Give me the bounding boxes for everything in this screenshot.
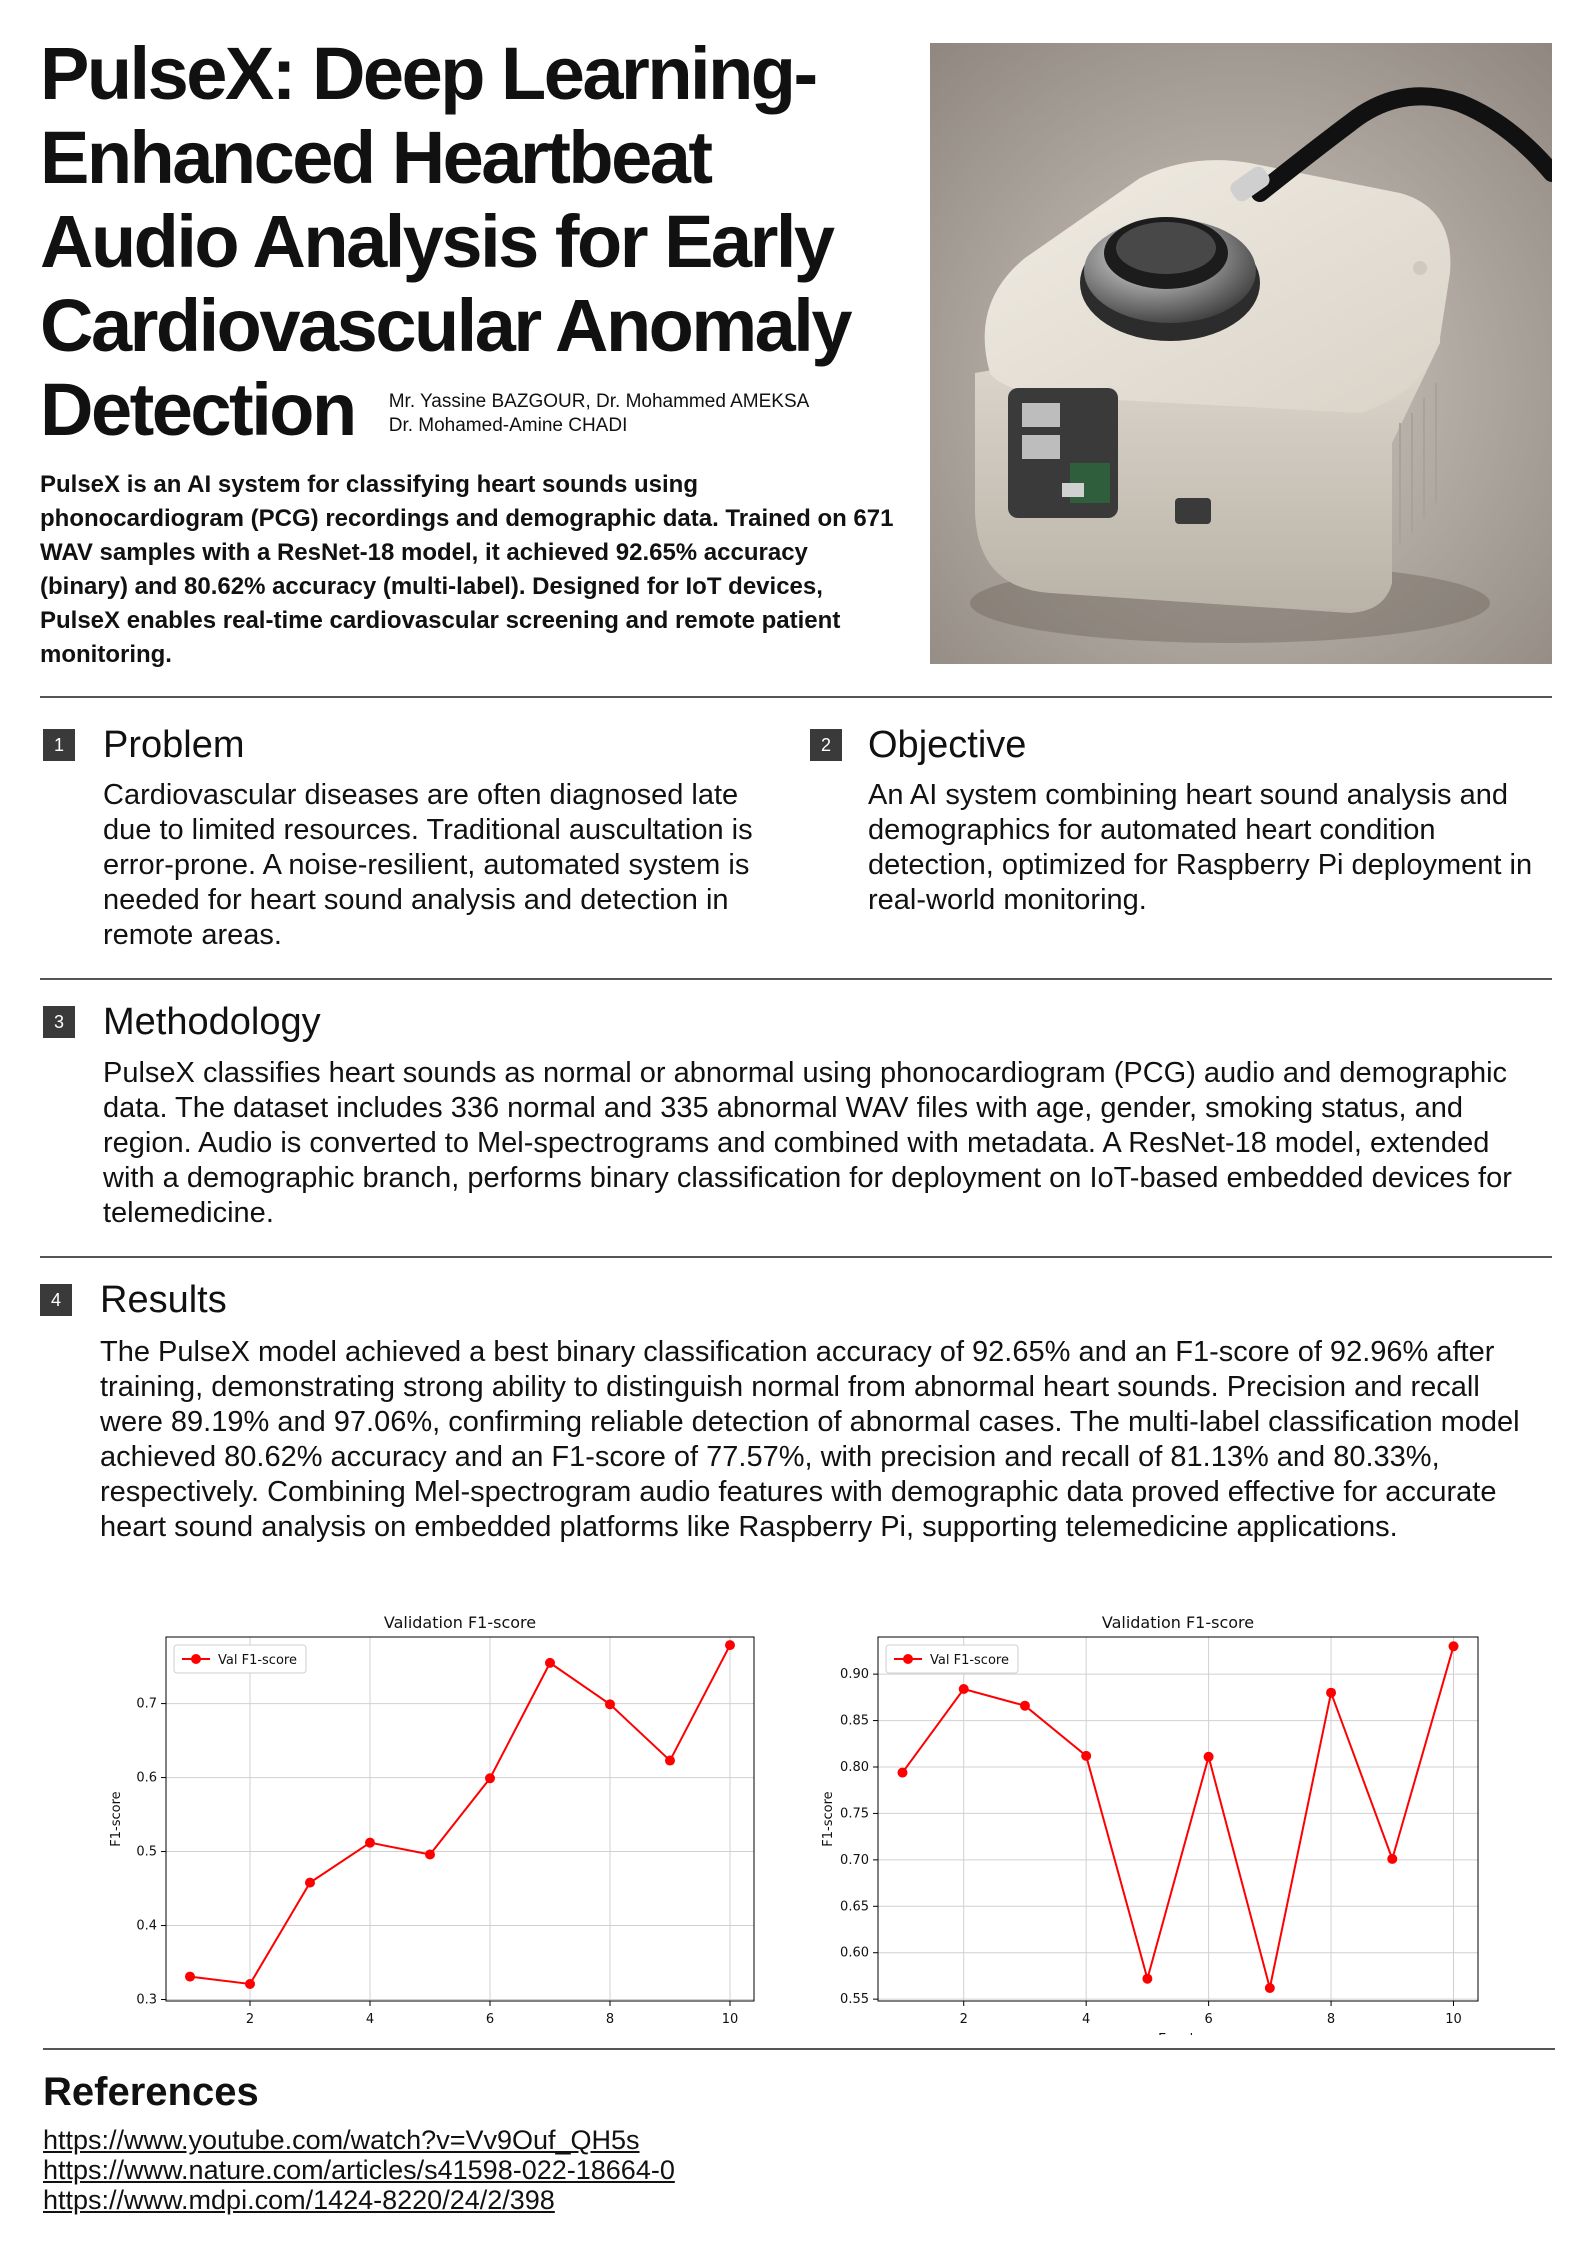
y-tick-label: 0.5: [136, 1845, 157, 1860]
y-tick-label: 0.7: [136, 1697, 157, 1712]
y-tick-label: 0.4: [136, 1919, 157, 1934]
legend-box: [885, 1644, 1019, 1674]
y-tick-label: 0.55: [840, 1992, 869, 2007]
y-tick-label: 0.70: [840, 1853, 869, 1868]
x-tick-label: 10: [1445, 2012, 1462, 2027]
authors: Mr. Yassine BAZGOUR, Dr. Mohammed AMEKSA…: [389, 390, 810, 438]
section-title-methodology: Methodology: [103, 1001, 321, 1043]
section-title-objective: Objective: [868, 724, 1027, 766]
y-tick-label: 0.60: [840, 1946, 869, 1961]
series-line: [189, 1644, 731, 1986]
reference-link-3[interactable]: https://www.mdpi.com/1424-8220/24/2/398: [43, 2185, 555, 2215]
authors-line-1: Mr. Yassine BAZGOUR, Dr. Mohammed AMEKSA: [388, 391, 810, 412]
divider-top: [40, 696, 1552, 698]
y-axis-label: F1-score: [109, 1791, 124, 1846]
chart-background: [100, 1605, 770, 2035]
data-point: [1142, 1973, 1153, 1984]
divider-after-objective: [40, 978, 1552, 980]
y-tick-label: 0.6: [136, 1771, 157, 1786]
data-point: [245, 1978, 255, 1989]
data-point: [1203, 1751, 1214, 1762]
data-point: [485, 1773, 495, 1784]
legend-marker: [191, 1654, 201, 1664]
data-point: [1387, 1853, 1398, 1864]
reference-link-2[interactable]: https://www.nature.com/articles/s41598-0…: [43, 2155, 675, 2185]
abstract: PulseX is an AI system for classifying h…: [40, 471, 894, 668]
data-point: [545, 1657, 555, 1668]
references-title: References: [43, 2070, 259, 2114]
poster-title: PulseX: Deep Learning-Enhanced Heartbeat…: [40, 32, 920, 452]
section-body-objective: An AI system combining heart sound analy…: [868, 779, 1533, 916]
data-point: [185, 1971, 195, 1982]
data-point: [305, 1877, 315, 1888]
data-point: [1081, 1750, 1092, 1761]
y-tick-label: 0.75: [840, 1806, 869, 1821]
reference-link-1[interactable]: https://www.youtube.com/watch?v=Vv9Ouf_Q…: [43, 2125, 640, 2155]
data-point: [1019, 1700, 1030, 1711]
chart-title: Validation F1-score: [1102, 1613, 1254, 1632]
section-number-results: 4: [40, 1284, 72, 1316]
data-point: [1448, 1641, 1459, 1652]
x-tick-label: 4: [366, 2012, 374, 2027]
data-point: [1264, 1983, 1275, 1993]
divider-before-references: [43, 2048, 1555, 2050]
chart-validation-f1-binary: Validation F1-score 2 4 6 8 10 0.3 0.4 0.5 0.6 0.7…: [100, 1605, 770, 2035]
section-number-problem: 1: [43, 729, 75, 761]
data-point: [725, 1640, 735, 1651]
data-point: [958, 1684, 969, 1694]
section-title-problem: Problem: [103, 724, 245, 766]
y-tick-label: 0.85: [840, 1714, 869, 1729]
x-tick-label: 2: [246, 2012, 254, 2027]
divider-after-methodology: [40, 1256, 1552, 1258]
section-title-results: Results: [100, 1279, 227, 1321]
chart-background: [810, 1605, 1490, 2035]
legend-box: [173, 1644, 307, 1674]
data-point: [605, 1699, 615, 1710]
data-point: [365, 1837, 375, 1848]
y-tick-label: 0.80: [840, 1760, 869, 1775]
section-body-results: The PulseX model achieved a best binary …: [100, 1336, 1520, 1543]
y-tick-label: 0.90: [840, 1667, 869, 1682]
series-line: [901, 1646, 1455, 1989]
y-tick-label: 0.65: [840, 1899, 869, 1914]
x-tick-label: 2: [960, 2012, 968, 2027]
legend-label: Val F1-score: [218, 1653, 297, 1668]
section-body-methodology: PulseX classifies heart sounds as normal…: [103, 1057, 1512, 1229]
device-photo: [930, 43, 1552, 664]
x-axis-label: Epoch: [1158, 2032, 1198, 2035]
data-point: [897, 1767, 908, 1778]
x-tick-label: 4: [1082, 2012, 1090, 2027]
title-text: PulseX: Deep Learning-Enhanced Heartbeat…: [40, 32, 853, 451]
plot-frame: [165, 1636, 755, 2002]
legend-label: Val F1-score: [930, 1653, 1009, 1668]
section-number-methodology: 3: [43, 1006, 75, 1038]
chart-title: Validation F1-score: [384, 1613, 536, 1632]
data-point: [1326, 1687, 1337, 1698]
chart-validation-f1-multilabel: Validation F1-score 2 4 6 8 10 0.55 0.60 0.65 0.7…: [810, 1605, 1490, 2035]
data-point: [425, 1849, 435, 1860]
x-tick-label: 8: [606, 2012, 614, 2027]
data-point: [665, 1755, 675, 1766]
x-tick-label: 8: [1327, 2012, 1335, 2027]
y-tick-label: 0.3: [136, 1993, 157, 2008]
section-number-objective: 2: [810, 729, 842, 761]
plot-frame: [877, 1636, 1479, 2002]
legend-marker: [903, 1654, 913, 1664]
section-body-problem: Cardiovascular diseases are often diagno…: [103, 779, 753, 951]
authors-line-2: Dr. Mohamed-Amine CHADI: [388, 415, 628, 436]
x-tick-label: 10: [722, 2012, 739, 2027]
x-tick-label: 6: [486, 2012, 494, 2027]
y-axis-label: F1-score: [821, 1791, 836, 1846]
x-tick-label: 6: [1204, 2012, 1212, 2027]
